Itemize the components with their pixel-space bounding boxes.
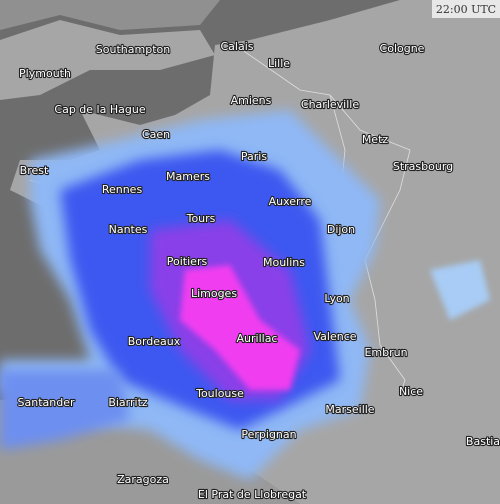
city-label: Embrun	[364, 346, 407, 359]
city-label: Cologne	[380, 42, 425, 55]
city-label: Lyon	[324, 292, 349, 305]
city-label: Bastia	[466, 435, 500, 448]
city-label: Nice	[399, 385, 423, 398]
city-label: Tours	[186, 212, 216, 225]
city-label: Paris	[241, 150, 267, 163]
city-label: Moulins	[263, 256, 305, 269]
timestamp-box	[432, 0, 500, 18]
city-label: Strasbourg	[393, 160, 453, 173]
city-label: Limoges	[191, 287, 237, 300]
city-label: Charleville	[301, 98, 359, 111]
city-label: Brest	[20, 164, 49, 177]
city-label: Mamers	[166, 170, 210, 183]
city-label: Valence	[313, 330, 356, 343]
city-label: Metz	[362, 133, 389, 146]
city-label: Santander	[18, 396, 75, 409]
city-label: El Prat de Llobregat	[198, 488, 307, 501]
city-label: Zaragoza	[117, 473, 169, 486]
city-label: Southampton	[96, 43, 170, 56]
city-label: Bordeaux	[128, 335, 181, 348]
city-label: Cap de la Hague	[54, 103, 145, 116]
city-label: Dijon	[327, 223, 355, 236]
city-label: Biarritz	[108, 396, 148, 409]
city-label: Calais	[220, 40, 253, 53]
city-label: Poitiers	[167, 255, 208, 268]
city-label: Aurillac	[237, 332, 278, 345]
city-label: Toulouse	[195, 387, 244, 400]
rain-southwest	[0, 370, 130, 450]
city-label: Rennes	[102, 183, 143, 196]
corsica	[455, 400, 490, 470]
city-label: Caen	[142, 128, 170, 141]
timestamp: 22:00 UTC	[436, 3, 496, 16]
city-label: Auxerre	[269, 195, 312, 208]
city-labels: Southampton Plymouth Calais Lille Cologne Ami…	[16, 39, 500, 502]
rain-alps	[430, 260, 490, 320]
city-label: Amiens	[231, 94, 272, 107]
very-heavy-rain	[180, 265, 300, 390]
city-label: Lille	[268, 57, 290, 70]
city-label: Perpignan	[241, 428, 296, 441]
city-label: Marseille	[325, 403, 374, 416]
city-label: Plymouth	[19, 67, 71, 80]
precipitation	[0, 110, 490, 480]
england-north	[0, 0, 220, 30]
england	[0, 20, 215, 100]
city-label: Nantes	[109, 223, 148, 236]
